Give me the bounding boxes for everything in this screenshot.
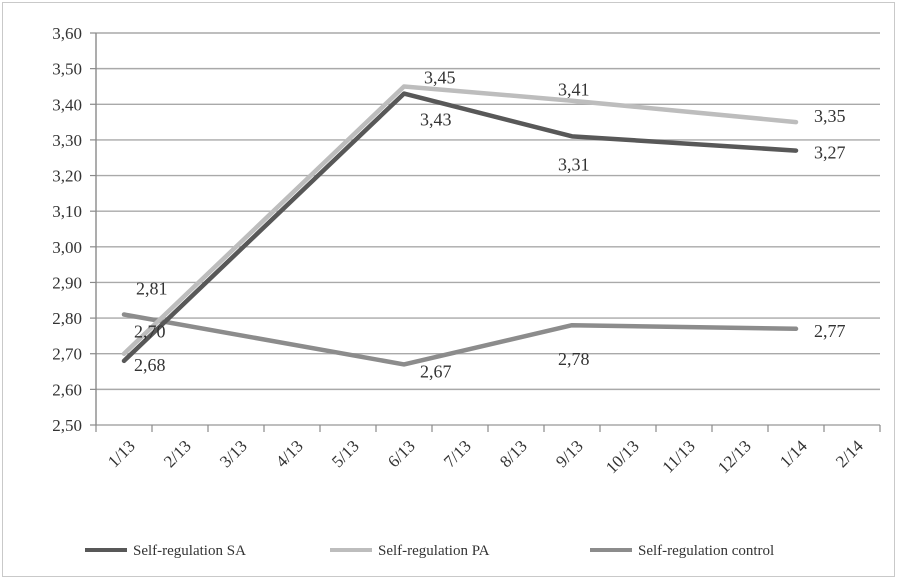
legend-label-self-regulation-sa: Self-regulation SA	[133, 543, 246, 559]
gridlines	[90, 32, 881, 432]
y-tick-label: 2,50	[52, 416, 82, 435]
y-tick-label: 3,20	[52, 167, 82, 186]
series-line-self-regulation-sa	[121, 91, 799, 364]
series-line-self-regulation-pa	[121, 84, 799, 356]
data-label-self-regulation-control: 2,77	[814, 321, 846, 341]
x-tick-label: 2/14	[832, 436, 867, 471]
x-tick-label: 6/13	[384, 436, 419, 471]
x-tick-label: 10/13	[602, 436, 643, 477]
x-tick-label: 5/13	[328, 436, 363, 471]
y-tick-label: 3,60	[52, 24, 82, 43]
y-tick-label: 3,10	[52, 202, 82, 221]
data-label-self-regulation-sa: 3,27	[814, 143, 846, 163]
data-label-self-regulation-control: 2,67	[420, 361, 452, 381]
data-label-self-regulation-sa: 3,43	[420, 110, 452, 130]
data-label-self-regulation-sa: 3,31	[558, 154, 590, 174]
y-tick-label: 2,60	[52, 380, 82, 399]
y-tick-label: 2,90	[52, 273, 82, 292]
y-tick-label: 3,50	[52, 60, 82, 79]
data-label-self-regulation-pa: 3,35	[814, 106, 846, 126]
data-label-self-regulation-control: 2,81	[136, 279, 168, 299]
y-tick-label: 2,80	[52, 309, 82, 328]
x-tick-label: 4/13	[272, 436, 307, 471]
x-tick-label: 8/13	[496, 436, 531, 471]
series-lines	[121, 84, 799, 367]
data-label-self-regulation-pa: 2,70	[134, 322, 166, 342]
y-tick-label: 3,40	[52, 95, 82, 114]
x-tick-label: 3/13	[216, 436, 251, 471]
data-label-self-regulation-sa: 2,68	[134, 355, 166, 375]
x-tick-label: 7/13	[440, 436, 475, 471]
data-label-self-regulation-control: 2,78	[558, 349, 590, 369]
y-axis-tick-labels: 2,50 2,60 2,70 2,80 2,90 3,00 3,10 3,20 3,30 3,40…	[52, 24, 82, 435]
x-tick-label: 2/13	[160, 436, 195, 471]
y-tick-label: 3,30	[52, 131, 82, 150]
x-tick-label: 9/13	[552, 436, 587, 471]
y-tick-label: 2,70	[52, 345, 82, 364]
x-tick-label: 1/13	[104, 436, 139, 471]
legend-label-self-regulation-pa: Self-regulation PA	[378, 543, 490, 559]
legend-label-self-regulation-control: Self-regulation control	[638, 543, 774, 559]
x-tick-label: 12/13	[714, 436, 755, 477]
y-tick-label: 3,00	[52, 238, 82, 257]
legend: Self-regulation SA Self-regulation PA Self…	[85, 543, 774, 559]
x-tick-label: 1/14	[776, 436, 811, 471]
data-labels: 2,68 3,43 3,31 3,27 2,70 3,45 3,41 3,35 2,81 2,67…	[134, 67, 846, 381]
data-label-self-regulation-pa: 3,41	[558, 80, 590, 100]
data-label-self-regulation-pa: 3,45	[424, 67, 456, 87]
x-tick-label: 11/13	[658, 436, 698, 476]
series-line-self-regulation-control	[121, 312, 799, 367]
x-axis-tick-labels: 1/13 2/13 3/13 4/13 5/13 6/13 7/13 8/13 9/13 10/1…	[104, 436, 867, 477]
